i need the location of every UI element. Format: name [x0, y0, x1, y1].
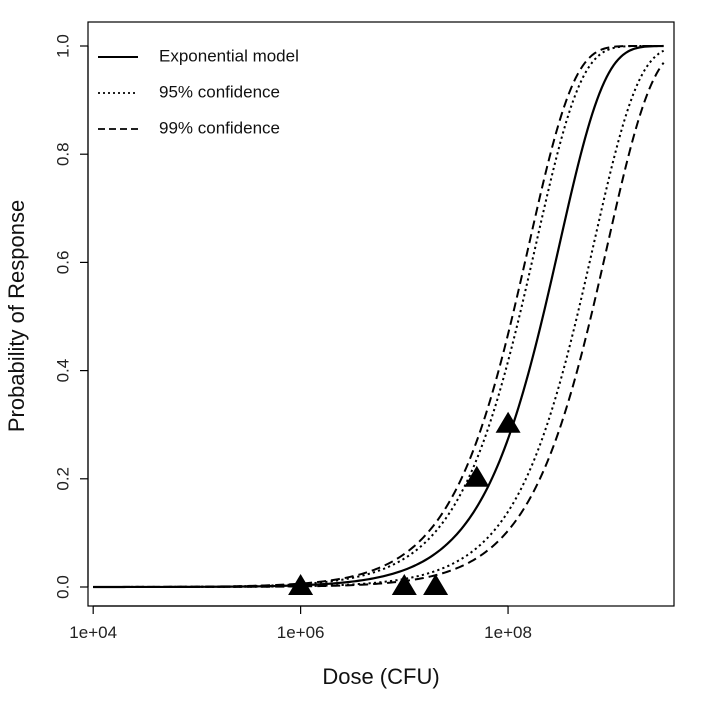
y-tick-label: 0.8 [53, 142, 72, 166]
series-line-dotted-lower [93, 49, 665, 588]
y-tick-label: 0.2 [53, 467, 72, 491]
legend-label: 95% confidence [159, 82, 280, 101]
x-tick-label: 1e+08 [484, 623, 532, 642]
series-line-dashed-lower [93, 62, 665, 588]
series-line-dotted-upper [93, 45, 664, 588]
y-tick-label: 0.4 [53, 359, 72, 383]
legend: Exponential model 95% confidence 99% confi… [98, 46, 299, 137]
data-point-triangle [288, 574, 314, 595]
curves [93, 44, 665, 589]
plot-frame [87, 21, 675, 607]
y-tick-label: 0.6 [53, 251, 72, 275]
data-point-triangle [391, 574, 417, 595]
y-tick-label: 0.0 [53, 575, 72, 599]
data-point-triangle [423, 574, 449, 595]
legend-label: Exponential model [159, 46, 299, 65]
observed-points [288, 411, 521, 595]
x-tick-label: 1e+06 [277, 623, 325, 642]
x-tick-label: 1e+04 [69, 623, 117, 642]
axes: 1e+04 1e+06 1e+08 0.0 0.2 0.4 0.6 0.8 1.0 [53, 34, 531, 642]
data-point-triangle [464, 465, 490, 487]
series-line-dashed-upper [93, 45, 664, 588]
y-axis-title: Probability of Response [4, 200, 29, 432]
x-axis-title: Dose (CFU) [322, 664, 439, 689]
data-point-triangle [495, 411, 521, 433]
y-tick-label: 1.0 [53, 34, 72, 58]
series-line-solid [93, 44, 664, 589]
legend-label: 99% confidence [159, 118, 280, 137]
